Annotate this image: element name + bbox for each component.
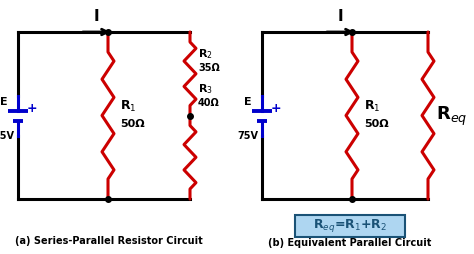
Text: R$_3$: R$_3$ bbox=[198, 83, 213, 97]
Text: I: I bbox=[337, 9, 343, 24]
Text: +: + bbox=[271, 102, 281, 115]
Text: 50Ω: 50Ω bbox=[120, 119, 145, 129]
Text: 40Ω: 40Ω bbox=[198, 99, 220, 108]
Text: E: E bbox=[0, 97, 8, 107]
Text: E: E bbox=[244, 97, 252, 107]
Text: R$_2$: R$_2$ bbox=[198, 47, 213, 61]
Text: 75V: 75V bbox=[0, 131, 15, 141]
Text: R$_1$: R$_1$ bbox=[120, 99, 137, 114]
Text: 35Ω: 35Ω bbox=[198, 63, 220, 73]
Text: R$_{eq}$: R$_{eq}$ bbox=[436, 104, 467, 128]
FancyBboxPatch shape bbox=[295, 215, 405, 237]
Text: (b) Equivalent Parallel Circuit: (b) Equivalent Parallel Circuit bbox=[268, 238, 432, 248]
Text: 75V: 75V bbox=[237, 131, 258, 141]
Text: R$_1$: R$_1$ bbox=[364, 99, 381, 114]
Text: 50Ω: 50Ω bbox=[364, 119, 389, 129]
Text: (a) Series-Parallel Resistor Circuit: (a) Series-Parallel Resistor Circuit bbox=[15, 236, 203, 246]
Text: +: + bbox=[27, 102, 37, 115]
Text: I: I bbox=[93, 9, 99, 24]
Text: R$_{eq}$=R$_1$+R$_2$: R$_{eq}$=R$_1$+R$_2$ bbox=[313, 217, 387, 234]
